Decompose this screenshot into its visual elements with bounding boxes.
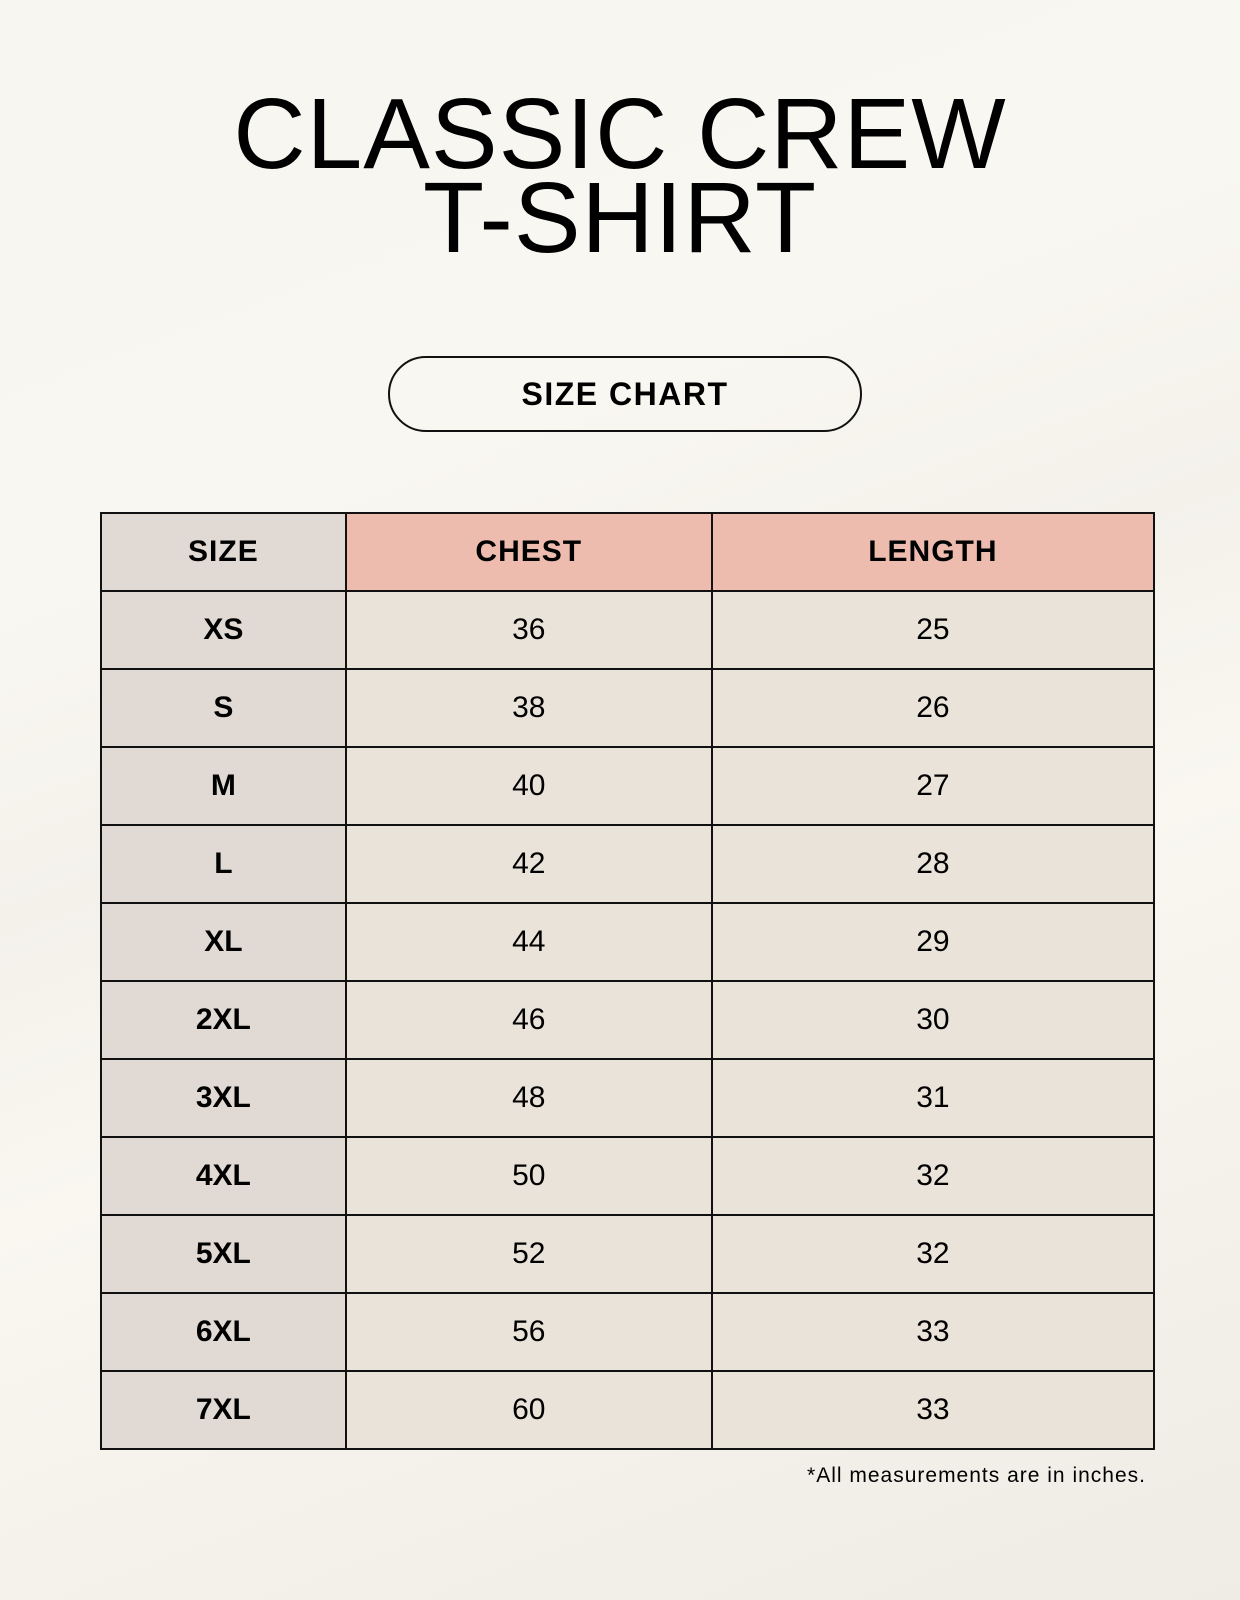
measurement-note: *All measurements are in inches.: [807, 1464, 1146, 1487]
cell-length: 27: [710, 746, 1156, 826]
table-header-row: SIZE CHEST LENGTH: [100, 512, 1156, 592]
cell-length: 32: [710, 1214, 1156, 1294]
cell-size: L: [100, 824, 347, 904]
table-row: L 42 28: [100, 824, 1156, 904]
cell-size: XL: [100, 902, 347, 982]
cell-chest: 48: [344, 1058, 713, 1138]
cell-size: 4XL: [100, 1136, 347, 1216]
table-row: 7XL 60 33: [100, 1370, 1156, 1450]
title-line-1: CLASSIC CREW: [233, 78, 1007, 190]
cell-size: 5XL: [100, 1214, 347, 1294]
cell-size: S: [100, 668, 347, 748]
cell-length: 31: [710, 1058, 1156, 1138]
cell-chest: 56: [344, 1292, 713, 1372]
header-length: LENGTH: [710, 512, 1156, 592]
table-row: XS 36 25: [100, 590, 1156, 670]
cell-chest: 60: [344, 1370, 713, 1450]
table-row: M 40 27: [100, 746, 1156, 826]
cell-chest: 44: [344, 902, 713, 982]
cell-chest: 42: [344, 824, 713, 904]
header-chest: CHEST: [344, 512, 713, 592]
title-line-2: T-SHIRT: [422, 162, 818, 274]
cell-length: 33: [710, 1370, 1156, 1450]
table-row: 6XL 56 33: [100, 1292, 1156, 1372]
table-row: 5XL 52 32: [100, 1214, 1156, 1294]
size-table: SIZE CHEST LENGTH XS 36 25 S 38 26 M 40 27 L 42 28 X…: [100, 512, 1156, 1450]
cell-length: 32: [710, 1136, 1156, 1216]
cell-length: 33: [710, 1292, 1156, 1372]
table-row: 2XL 46 30: [100, 980, 1156, 1060]
cell-length: 26: [710, 668, 1156, 748]
cell-size: XS: [100, 590, 347, 670]
table-row: XL 44 29: [100, 902, 1156, 982]
cell-length: 25: [710, 590, 1156, 670]
cell-length: 28: [710, 824, 1156, 904]
page-title: CLASSIC CREW T-SHIRT: [0, 78, 1240, 274]
cell-chest: 52: [344, 1214, 713, 1294]
cell-length: 29: [710, 902, 1156, 982]
size-chart-badge: SIZE CHART: [388, 356, 862, 432]
cell-length: 30: [710, 980, 1156, 1060]
table-row: 3XL 48 31: [100, 1058, 1156, 1138]
table-row: S 38 26: [100, 668, 1156, 748]
cell-chest: 40: [344, 746, 713, 826]
cell-size: 6XL: [100, 1292, 347, 1372]
header-size: SIZE: [100, 512, 347, 592]
table-row: 4XL 50 32: [100, 1136, 1156, 1216]
cell-chest: 36: [344, 590, 713, 670]
cell-size: M: [100, 746, 347, 826]
cell-chest: 38: [344, 668, 713, 748]
cell-size: 3XL: [100, 1058, 347, 1138]
cell-size: 2XL: [100, 980, 347, 1060]
cell-size: 7XL: [100, 1370, 347, 1450]
cell-chest: 50: [344, 1136, 713, 1216]
cell-chest: 46: [344, 980, 713, 1060]
